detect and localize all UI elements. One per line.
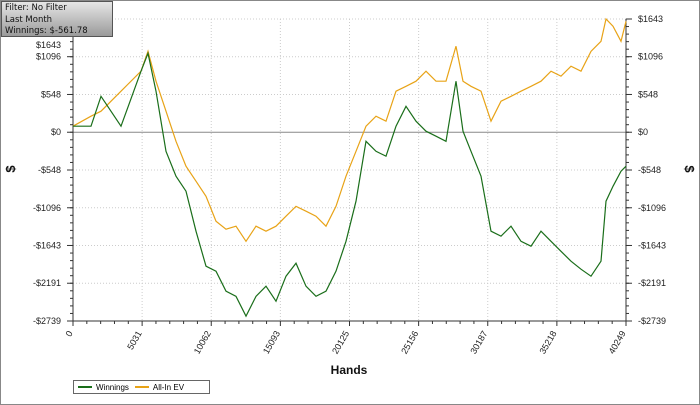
legend-item-allin-ev: All-In EV	[134, 383, 184, 392]
y-tick-label-right: -$2739	[638, 316, 666, 326]
y-tick-label-right: $1096	[638, 52, 663, 62]
period-label: Last Month	[5, 14, 53, 25]
filter-label: Filter: No Filter	[5, 3, 67, 13]
x-tick-label: 0	[64, 329, 75, 338]
y-tick-label-left: $1643	[36, 40, 61, 50]
x-tick-label: 25156	[399, 329, 420, 356]
x-tick-label: 20125	[330, 329, 351, 356]
x-tick-label: 5031	[125, 329, 144, 351]
y-tick-label-right: $0	[638, 127, 648, 137]
legend: Winnings All-In EV	[73, 380, 210, 394]
y-tick-label-left: $0	[51, 127, 61, 137]
y-tick-label-left: -$1096	[33, 203, 61, 213]
x-tick-label: 40249	[607, 329, 628, 356]
y-tick-label-right: -$2191	[638, 278, 666, 288]
series-line-allin-ev	[72, 17, 627, 243]
y-tick-label-left: -$2191	[33, 278, 61, 288]
x-tick-label: 35218	[537, 329, 558, 356]
x-tick-label: 15093	[261, 329, 282, 356]
y-axis-title-left: $	[3, 165, 18, 173]
y-tick-label-right: -$1643	[638, 240, 666, 250]
x-tick-label: 10062	[192, 329, 213, 356]
y-tick-label-right: -$548	[638, 165, 661, 175]
y-tick-label-left: $548	[41, 89, 61, 99]
x-tick-label: 30187	[468, 329, 489, 356]
y-axis-title-right: $	[682, 165, 697, 173]
winnings-total: Winnings: $-561.78	[5, 26, 88, 36]
x-axis-title: Hands	[331, 363, 368, 377]
y-tick-label-left: -$548	[38, 165, 61, 175]
y-tick-label-right: -$1096	[638, 203, 666, 213]
y-tick-label-left: -$1643	[33, 240, 61, 250]
legend-item-winnings: Winnings	[78, 383, 129, 392]
y-tick-label-right: $1643	[638, 14, 663, 24]
y-tick-label-left: $1096	[36, 52, 61, 62]
series-line-winnings	[73, 51, 627, 318]
y-tick-label-right: $548	[638, 89, 658, 99]
y-tick-label-left: -$2739	[33, 316, 61, 326]
filter-info-box: Filter: No Filter Last Month Winnings: $…	[1, 1, 113, 37]
